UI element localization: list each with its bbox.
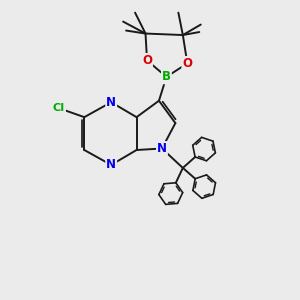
Text: Cl: Cl	[53, 103, 65, 113]
Text: N: N	[106, 96, 116, 109]
Text: N: N	[106, 158, 116, 171]
Text: B: B	[162, 70, 171, 83]
Text: O: O	[142, 54, 152, 67]
Text: O: O	[182, 57, 192, 70]
Text: N: N	[157, 142, 167, 155]
